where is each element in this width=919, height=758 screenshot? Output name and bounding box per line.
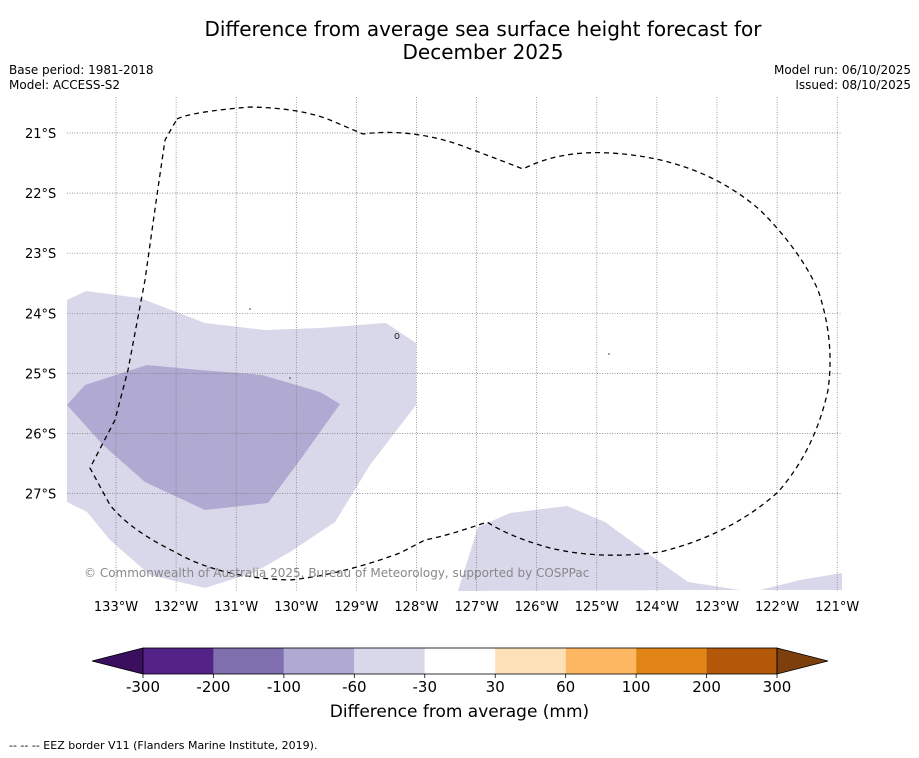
- colorbar-tick-label: 100: [622, 678, 651, 696]
- title-line-2: December 2025: [402, 40, 564, 64]
- colorbar-segment: [706, 648, 777, 674]
- anomaly-region-minus-60-to-minus-100: [67, 365, 340, 510]
- colorbar-tick-label: 30: [486, 678, 505, 696]
- title-line-1: Difference from average sea surface heig…: [204, 17, 762, 41]
- colorbar: -300 -200 -100 -60 -30 30 60 100 200 300: [91, 647, 829, 696]
- colorbar-outline: [142, 647, 778, 675]
- colorbar-segment: [636, 648, 707, 674]
- meta-right: Model run: 06/10/2025 Issued: 08/10/2025: [774, 63, 911, 93]
- model-run-label: Model run: 06/10/2025: [773, 63, 911, 77]
- longitude-label: 133°W: [94, 600, 138, 615]
- chart-title: Difference from average sea surface heig…: [0, 18, 919, 64]
- model-label: Model: ACCESS-S2: [9, 78, 121, 92]
- longitude-label: 129°W: [334, 600, 378, 615]
- colorbar-title: Difference from average (mm): [329, 702, 590, 722]
- colorbar-segment: [565, 648, 637, 674]
- colorbar-segment: [424, 648, 496, 674]
- eez-border-line: [89, 106, 831, 581]
- colorbar-over-extension: [776, 647, 829, 675]
- colorbar-segment: [283, 648, 355, 674]
- longitude-label: 130°W: [274, 600, 318, 615]
- graticule: [67, 97, 842, 591]
- latitude-label: 26°S: [25, 428, 56, 443]
- longitude-label: 121°W: [815, 600, 859, 615]
- colorbar-segment: [354, 648, 425, 674]
- colorbar-segment: [495, 648, 566, 674]
- colorbar-segment: [213, 648, 284, 674]
- longitude-label: 125°W: [575, 600, 619, 615]
- base-period-label: Base period: 1981-2018: [9, 63, 154, 77]
- island-speck: [608, 353, 610, 355]
- latitude-label: 24°S: [25, 307, 56, 322]
- colorbar-tick-label: -60: [342, 678, 367, 696]
- latitude-label: 22°S: [25, 187, 56, 202]
- longitude-label: 132°W: [154, 600, 198, 615]
- latitude-label: 27°S: [25, 488, 56, 503]
- longitude-labels: 133°W 132°W 131°W 130°W 129°W 128°W 127°W 126°W…: [94, 600, 860, 615]
- latitude-labels: 21°S 22°S 23°S 24°S 25°S 26°S 27°S: [25, 127, 56, 503]
- longitude-label: 128°W: [394, 600, 438, 615]
- latitude-label: 21°S: [25, 127, 56, 142]
- longitude-label: 122°W: [755, 600, 799, 615]
- longitude-label: 131°W: [214, 600, 258, 615]
- latitude-label: 23°S: [25, 247, 56, 262]
- colorbar-tick-label: 60: [556, 678, 575, 696]
- colorbar-tick-label: -30: [413, 678, 438, 696]
- colorbar-tick-label: 300: [763, 678, 792, 696]
- issued-label: Issued: 08/10/2025: [795, 78, 911, 92]
- longitude-label: 126°W: [515, 600, 559, 615]
- anomaly-region-minus-30-to-minus-60: [67, 291, 842, 591]
- longitude-label: 127°W: [455, 600, 499, 615]
- colorbar-tick-label: 200: [692, 678, 721, 696]
- colorbar-tick-label: -200: [196, 678, 230, 696]
- copyright-notice: © Commonwealth of Australia 2025, Bureau…: [84, 566, 589, 580]
- map-area: [67, 97, 842, 591]
- island-speck: [289, 377, 291, 379]
- colorbar-tick-label: -300: [126, 678, 160, 696]
- colorbar-segment: [143, 648, 214, 674]
- colorbar-under-extension: [91, 647, 144, 675]
- longitude-label: 123°W: [695, 600, 739, 615]
- latitude-label: 25°S: [25, 367, 56, 382]
- footer-note: -- -- -- EEZ border V11 (Flanders Marine…: [9, 739, 318, 752]
- meta-left: Base period: 1981-2018 Model: ACCESS-S2: [9, 63, 154, 93]
- island-speck: [249, 308, 251, 310]
- colorbar-tick-label: -100: [267, 678, 301, 696]
- island-speck: [394, 333, 400, 339]
- longitude-label: 124°W: [635, 600, 679, 615]
